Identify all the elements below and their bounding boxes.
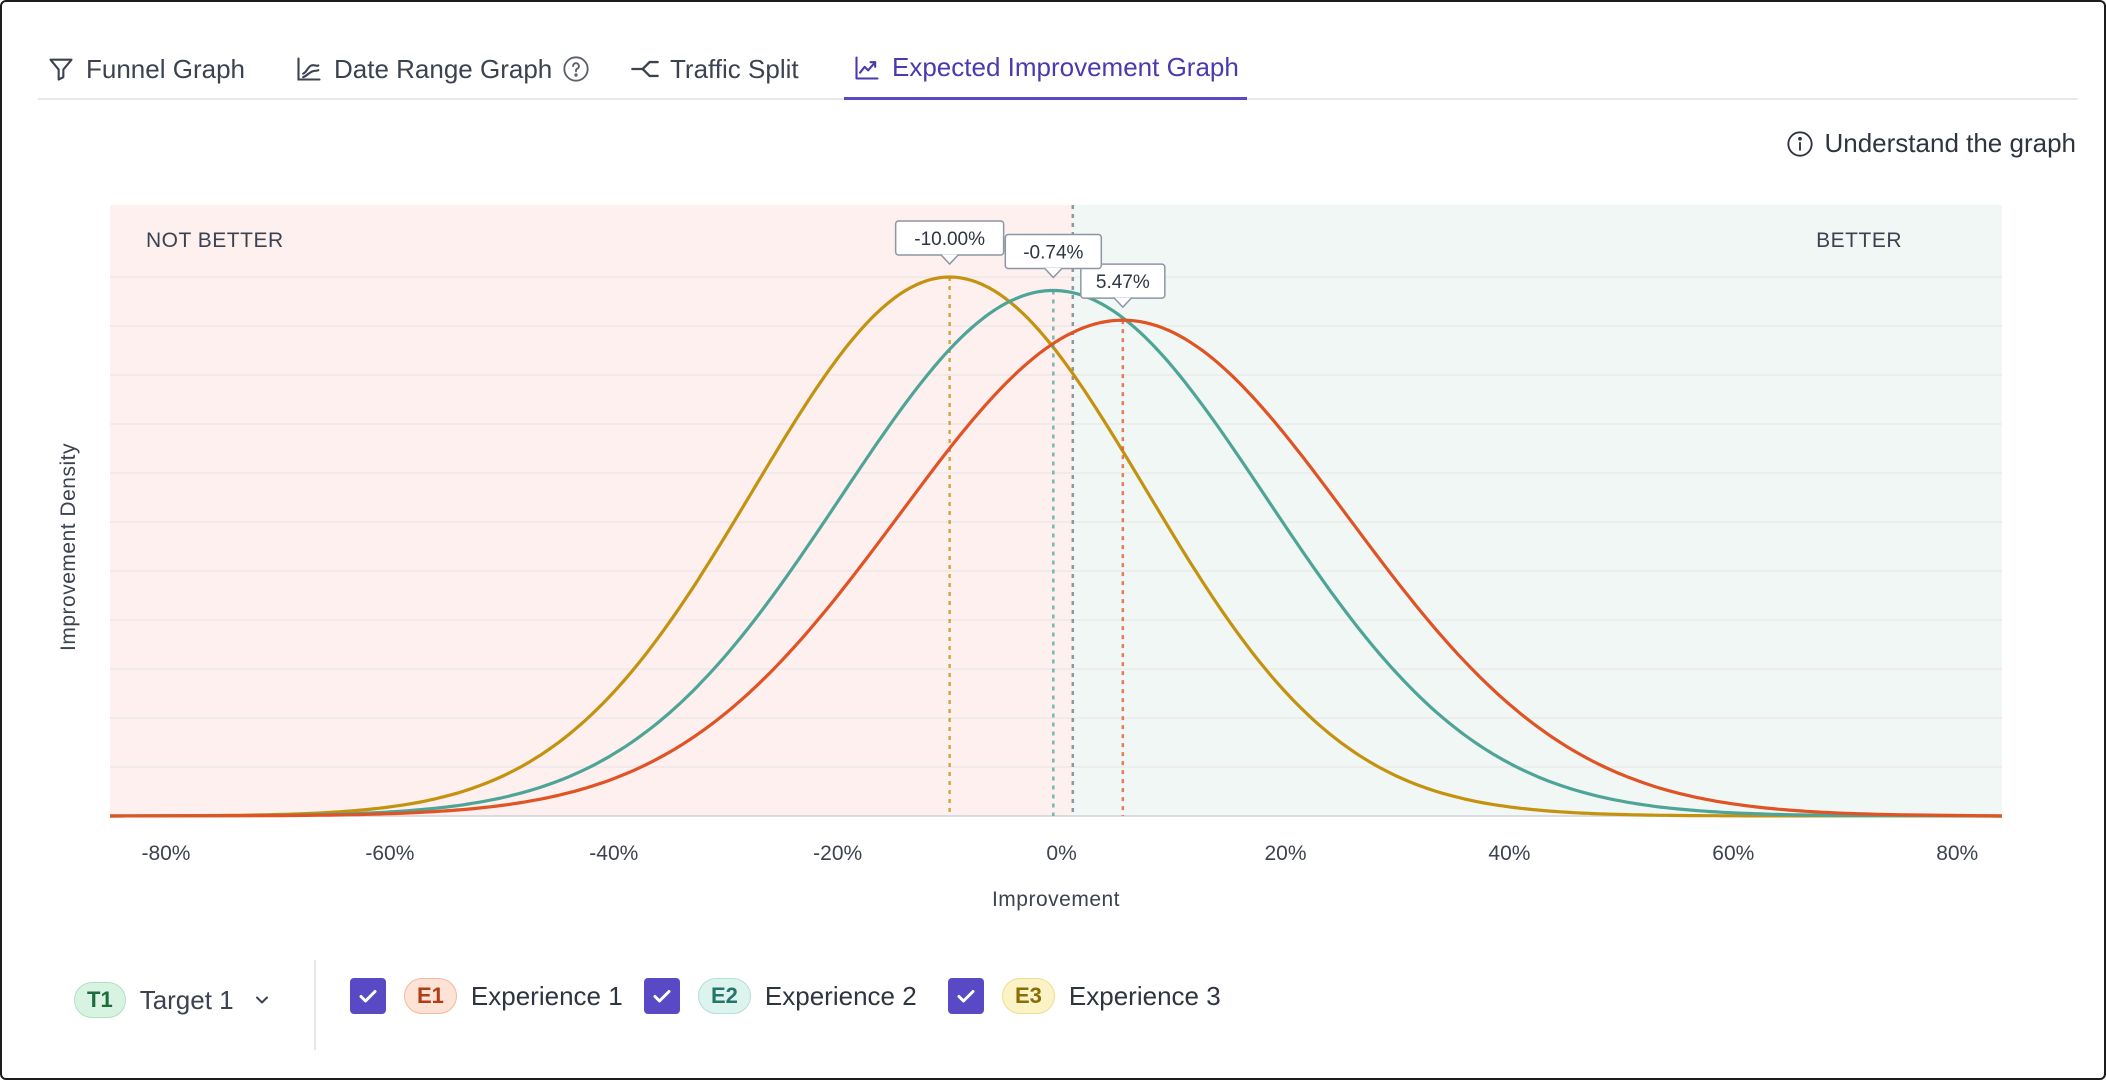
peak-callout-experience-2: -0.74% <box>1004 233 1103 279</box>
series-line-experience-1 <box>109 318 2003 818</box>
help-icon[interactable] <box>562 55 590 83</box>
understand-graph-label: Understand the graph <box>1824 128 2076 158</box>
chart-footer: T1 Target 1 E1 Experience 1 E2 Experienc… <box>0 950 2106 1060</box>
experience-toggle-1[interactable]: E1 Experience 1 <box>350 978 623 1014</box>
callout-pointer <box>940 253 960 266</box>
checkbox-checked-icon[interactable] <box>350 978 386 1014</box>
split-icon <box>630 54 660 84</box>
x-tick-label: 20% <box>1264 842 1306 865</box>
better-region <box>1072 205 2002 816</box>
tab-label: Expected Improvement Graph <box>892 52 1239 82</box>
experience-label: Experience 3 <box>1068 980 1221 1011</box>
x-tick-label: 60% <box>1712 842 1754 865</box>
footer-divider <box>314 960 316 1050</box>
info-icon <box>1786 130 1814 158</box>
better-label: BETTER <box>1816 229 1902 252</box>
funnel-icon <box>46 54 76 84</box>
callout-pointer <box>1043 267 1063 279</box>
not-better-region <box>110 205 1073 816</box>
x-tick-label: -60% <box>365 842 414 865</box>
experience-badge: E2 <box>698 978 751 1014</box>
experience-badge: E3 <box>1002 978 1055 1014</box>
not-better-label: NOT BETTER <box>146 229 284 252</box>
line-chart-icon <box>852 53 882 83</box>
x-tick-label: -40% <box>589 842 638 865</box>
y-axis-label: Improvement Density <box>57 443 80 651</box>
x-tick-label: 80% <box>1936 842 1978 865</box>
experience-toggle-2[interactable]: E2 Experience 2 <box>644 978 917 1014</box>
x-axis-label: Improvement <box>992 888 1120 911</box>
peak-callout-experience-1: 5.47% <box>1080 263 1166 309</box>
experience-badge: E1 <box>404 978 457 1014</box>
target-selector[interactable]: T1 Target 1 <box>74 982 272 1018</box>
target-badge: T1 <box>74 982 126 1018</box>
experience-toggle-3[interactable]: E3 Experience 3 <box>948 978 1221 1014</box>
tab-label: Funnel Graph <box>86 53 245 84</box>
tab-label: Date Range Graph <box>334 53 553 84</box>
checkbox-checked-icon[interactable] <box>644 978 680 1014</box>
peak-callout-experience-3: -10.00% <box>894 220 1005 266</box>
series-line-experience-3 <box>109 275 2003 818</box>
date-range-graph-icon <box>294 54 324 84</box>
callout-label: 5.47% <box>1096 272 1150 293</box>
tab-date-range-graph[interactable]: Date Range Graph <box>286 38 598 100</box>
callout-label: -10.00% <box>914 229 985 250</box>
checkbox-checked-icon[interactable] <box>948 978 984 1014</box>
chevron-down-icon <box>252 990 272 1010</box>
tab-expected-improvement-graph[interactable]: Expected Improvement Graph <box>844 38 1247 100</box>
tab-traffic-split[interactable]: Traffic Split <box>622 38 807 100</box>
experience-label: Experience 2 <box>764 980 917 1011</box>
x-tick-label: 0% <box>1046 842 1076 865</box>
x-tick-label: -20% <box>813 842 862 865</box>
tab-funnel-graph[interactable]: Funnel Graph <box>38 38 253 100</box>
x-tick-label: -80% <box>141 842 190 865</box>
expected-improvement-chart: NOT BETTER BETTER 5.47% -0.74% -10.00% -80% -6… <box>57 205 2003 911</box>
tab-label: Traffic Split <box>670 53 799 84</box>
understand-graph-link[interactable]: Understand the graph <box>1786 128 2076 159</box>
x-tick-label: 40% <box>1488 842 1530 865</box>
series-line-experience-2 <box>109 288 2003 818</box>
graph-tabs: Funnel Graph Date Range Graph Traffic Sp… <box>38 28 2078 100</box>
callout-label: -0.74% <box>1023 242 1083 263</box>
callout-pointer <box>1113 297 1133 309</box>
experience-label: Experience 1 <box>470 980 623 1011</box>
target-label: Target 1 <box>139 984 234 1015</box>
